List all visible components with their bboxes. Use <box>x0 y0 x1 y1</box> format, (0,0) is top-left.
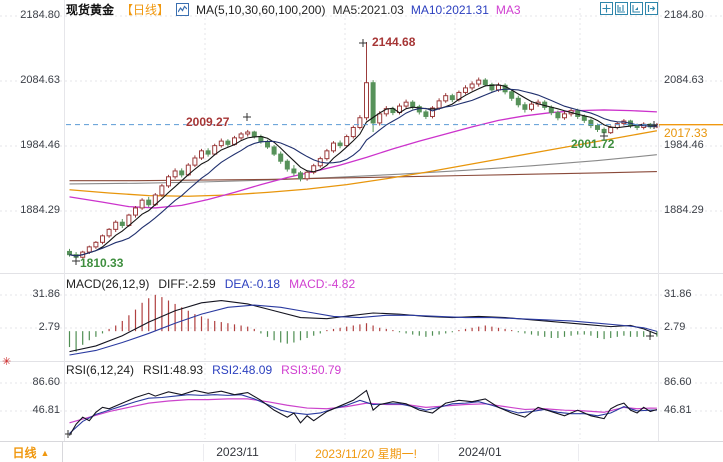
chart-header: 现货黄金 【日线】 MA(5,10,30,60,100,200) MA5:202… <box>66 2 521 18</box>
last-price-label: 2017.33 <box>664 126 708 140</box>
indicator-settings-icon[interactable]: ✳ <box>2 356 12 368</box>
period-selector[interactable]: 日线 ▲ <box>0 442 63 462</box>
rsi2-value: RSI2:48.09 <box>212 363 273 377</box>
period-arrow-icon: ▲ <box>40 447 50 458</box>
rsi3-value: RSI3:50.79 <box>281 363 342 377</box>
rsi-header: RSI(6,12,24) RSI1:48.93 RSI2:48.09 RSI3:… <box>66 363 341 377</box>
time-tick-2023-11[interactable]: 2023/11 <box>216 445 259 459</box>
axis-label-price-axis-left-0: 2184.80 <box>20 9 60 21</box>
right-axis-divider <box>658 0 659 441</box>
panel-divider-price-macd[interactable] <box>0 273 723 274</box>
axis-label-price-axis-right-0: 2184.80 <box>664 9 704 21</box>
axis-label-rsi-axis-right-1: 46.81 <box>664 404 692 416</box>
axis-label-rsi-axis-left-1: 46.81 <box>32 404 60 416</box>
axis-label-macd-axis-right-1: 2.79 <box>664 321 686 333</box>
time-cell-divider <box>295 444 296 461</box>
axis-label-macd-axis-left-1: 2.79 <box>38 321 60 333</box>
rsi-params-label[interactable]: RSI(6,12,24) <box>66 363 135 377</box>
step-forward-icon[interactable] <box>645 2 658 15</box>
annotation-prev-high: 2009.27 <box>186 115 230 129</box>
axis-label-rsi-axis-left-0: 86.60 <box>32 376 60 388</box>
annotation-period-low: 1810.33 <box>80 256 124 270</box>
axis-label-price-axis-right-2: 1984.46 <box>664 139 704 151</box>
symbol-name[interactable]: 现货黄金 <box>66 3 115 17</box>
annotation-recent-low: 2001.72 <box>571 137 615 151</box>
chart-toolbar <box>600 2 658 15</box>
ma5-value-label: MA5:2021.03 <box>332 2 404 17</box>
axis-label-price-axis-right-1: 2084.63 <box>664 74 704 86</box>
time-tick-selected-date[interactable]: 2023/11/20 星期一! <box>315 447 417 461</box>
period-selector-label: 日线 <box>12 446 37 460</box>
axis-scale-icon[interactable] <box>615 2 628 15</box>
time-tick-2024-01[interactable]: 2024/01 <box>458 445 502 459</box>
axis-label-price-axis-left-1: 2084.63 <box>20 74 60 86</box>
macd-diff-value: DIFF:-2.59 <box>158 277 216 291</box>
panel-divider-macd-rsi[interactable] <box>0 361 723 362</box>
axis-label-price-axis-right-3: 1884.29 <box>664 204 704 216</box>
zoom-range-icon[interactable] <box>630 2 643 15</box>
axis-label-rsi-axis-right-0: 86.60 <box>664 376 692 388</box>
axis-label-macd-axis-right-0: 31.86 <box>664 288 692 300</box>
ma10-value-label: MA10:2021.31 <box>410 2 489 17</box>
annotation-spike-high: 2144.68 <box>372 35 416 49</box>
time-axis-bar: 日线 ▲ 2023/11 2023/11/20 星期一! 2024/01 <box>0 441 723 462</box>
time-cell-divider <box>438 444 439 461</box>
crosshair-icon[interactable] <box>600 2 613 15</box>
macd-dea-value: DEA:-0.18 <box>224 277 281 291</box>
axis-label-price-axis-left-2: 1984.46 <box>20 139 60 151</box>
left-axis-divider <box>64 0 65 441</box>
ma-params-label[interactable]: MA(5,10,30,60,100,200) <box>196 2 326 17</box>
macd-macd-value: MACD:-4.82 <box>289 277 356 291</box>
axis-label-macd-axis-left-0: 31.86 <box>32 288 60 300</box>
chart-type-icon[interactable] <box>176 3 190 16</box>
rsi1-value: RSI1:48.93 <box>143 363 204 377</box>
time-cell-divider <box>203 444 204 461</box>
macd-params-label[interactable]: MACD(26,12,9) <box>66 277 150 291</box>
time-cell-divider <box>578 444 579 461</box>
ma30-value-label-truncated: MA3 <box>495 2 521 17</box>
macd-header: MACD(26,12,9) DIFF:-2.59 DEA:-0.18 MACD:… <box>66 277 355 291</box>
axis-label-price-axis-left-3: 1884.29 <box>20 204 60 216</box>
period-tag[interactable]: 【日线】 <box>121 3 170 17</box>
